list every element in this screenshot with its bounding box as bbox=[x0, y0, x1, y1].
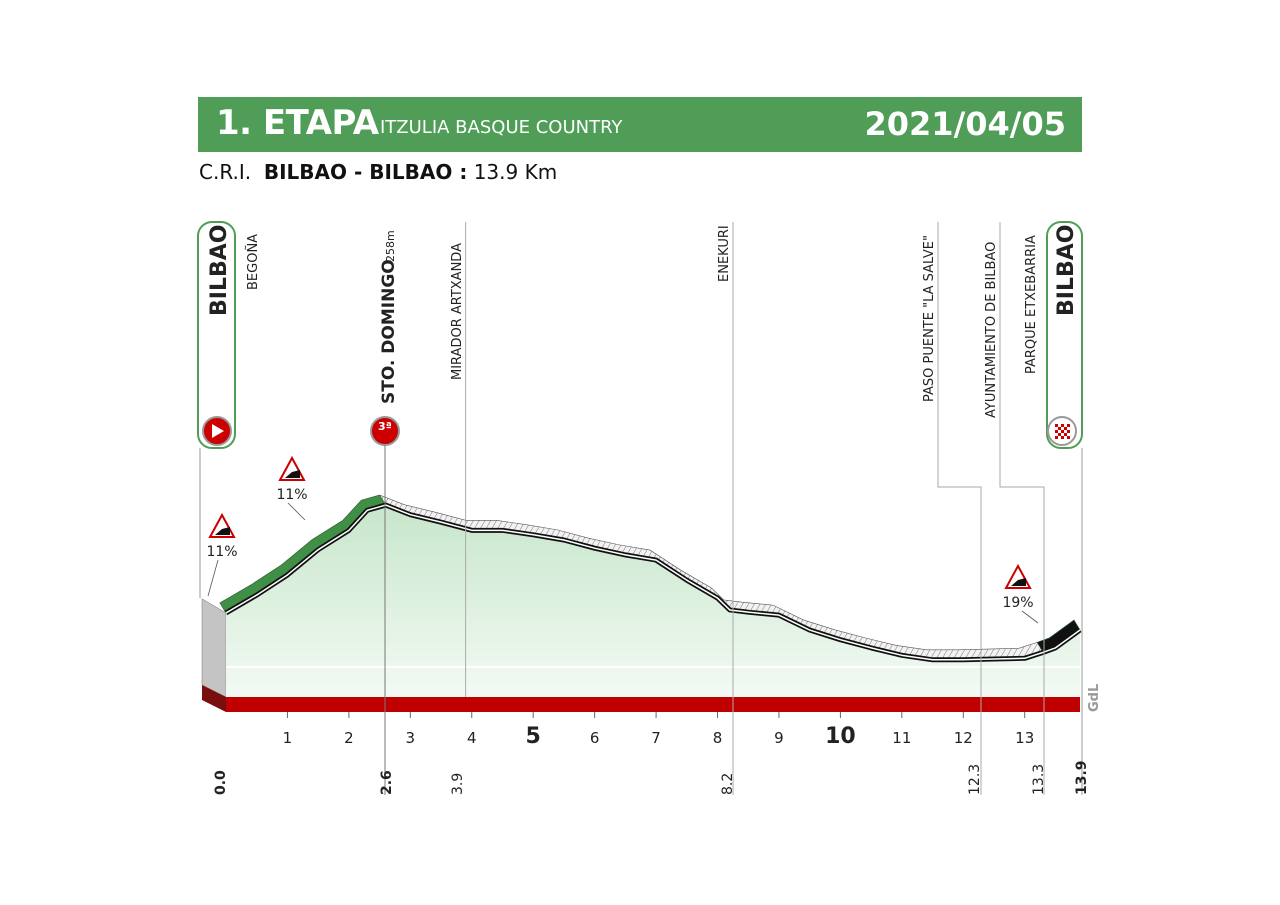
credit-label: GdL bbox=[1087, 684, 1102, 712]
checker-flag-icon bbox=[1058, 433, 1061, 436]
checker-flag-icon bbox=[1067, 430, 1070, 433]
waypoint-line bbox=[999, 222, 1045, 795]
stage-distance: 13.9 Km bbox=[473, 160, 558, 184]
gradient-pointer bbox=[287, 502, 306, 521]
checker-flag-icon bbox=[1055, 424, 1058, 427]
x-tick-label: 6 bbox=[590, 729, 600, 747]
km-marker-label: 8.2 bbox=[720, 773, 736, 795]
x-tick-label: 5 bbox=[526, 724, 541, 749]
checker-flag-icon bbox=[1067, 436, 1070, 439]
profile-side bbox=[201, 598, 227, 698]
base-bar bbox=[226, 697, 1081, 712]
waypoint-label: AYUNTAMIENTO DE BILBAO bbox=[984, 242, 999, 418]
climb-category: 3ª bbox=[378, 420, 392, 433]
km-marker-label: 0.0 bbox=[213, 770, 229, 795]
checker-flag-icon bbox=[1055, 430, 1058, 433]
waypoint-label: BEGOÑA bbox=[245, 234, 261, 290]
race-name: ITZULIA BASQUE COUNTRY bbox=[380, 117, 623, 138]
finish-town-label: BILBAO bbox=[1054, 225, 1079, 316]
x-tick-label: 10 bbox=[825, 724, 856, 749]
km-marker-label: 13.3 bbox=[1031, 764, 1047, 795]
stage-date: 2021/04/05 bbox=[864, 105, 1067, 143]
start-town-label: BILBAO bbox=[207, 225, 232, 316]
base-bar-side bbox=[202, 685, 226, 712]
checker-flag-icon bbox=[1067, 424, 1070, 427]
x-tick-label: 7 bbox=[651, 729, 661, 747]
checker-flag-icon bbox=[1058, 427, 1061, 430]
stage-route: BILBAO - BILBAO : bbox=[263, 160, 468, 184]
climb-altitude: 258m bbox=[384, 230, 397, 262]
checker-flag-icon bbox=[1061, 436, 1064, 439]
road-line-inner bbox=[225, 504, 1081, 661]
km-marker-label: 12.3 bbox=[967, 764, 983, 795]
x-tick-label: 11 bbox=[892, 729, 911, 747]
km-marker-label: 2.6 bbox=[379, 770, 395, 795]
waypoint-label: PASO PUENTE "LA SALVE" bbox=[922, 235, 937, 402]
slope-icon bbox=[285, 470, 300, 478]
waypoint-label: MIRADOR ARTXANDA bbox=[450, 243, 465, 380]
gradient-pointer bbox=[1021, 610, 1039, 624]
slope-icon bbox=[215, 527, 230, 535]
profile-area bbox=[226, 505, 1081, 697]
slope-icon bbox=[1011, 578, 1026, 586]
finish-box bbox=[1046, 221, 1083, 449]
x-tick-label: 13 bbox=[1015, 729, 1034, 747]
gradient-label: 11% bbox=[206, 544, 237, 560]
x-tick-label: 4 bbox=[467, 729, 477, 747]
climb-label: STO. DOMINGO bbox=[379, 259, 399, 404]
waypoint-label: PARQUE ETXEBARRIA bbox=[1024, 235, 1039, 374]
x-tick-label: 9 bbox=[774, 729, 784, 747]
checker-flag-icon bbox=[1061, 430, 1064, 433]
x-tick-label: 1 bbox=[283, 729, 293, 747]
gradient-pointer bbox=[207, 559, 219, 597]
stage-type: C.R.I. bbox=[199, 160, 252, 184]
play-icon bbox=[212, 424, 224, 438]
gradient-label: 19% bbox=[1002, 595, 1033, 611]
checker-flag-icon bbox=[1064, 427, 1067, 430]
checker-flag-icon bbox=[1064, 433, 1067, 436]
start-box bbox=[197, 221, 236, 449]
gradient-label: 11% bbox=[276, 487, 307, 503]
checker-flag-icon bbox=[1055, 436, 1058, 439]
waypoint-label: ENEKURI bbox=[717, 225, 732, 282]
stage-subtitle: C.R.I. BILBAO - BILBAO : 13.9 Km bbox=[199, 160, 557, 184]
km-marker-label: 3.9 bbox=[450, 773, 466, 795]
x-tick-label: 8 bbox=[713, 729, 723, 747]
km-marker-label: 13.9 bbox=[1074, 760, 1090, 795]
checker-flag-icon bbox=[1061, 424, 1064, 427]
x-tick-label: 3 bbox=[406, 729, 416, 747]
stage-number: 1. ETAPA bbox=[216, 103, 379, 143]
x-tick-label: 2 bbox=[344, 729, 354, 747]
x-tick-label: 12 bbox=[954, 729, 973, 747]
stage-header: 1. ETAPA ITZULIA BASQUE COUNTRY 2021/04/… bbox=[198, 97, 1082, 152]
waypoint-line bbox=[937, 222, 982, 795]
